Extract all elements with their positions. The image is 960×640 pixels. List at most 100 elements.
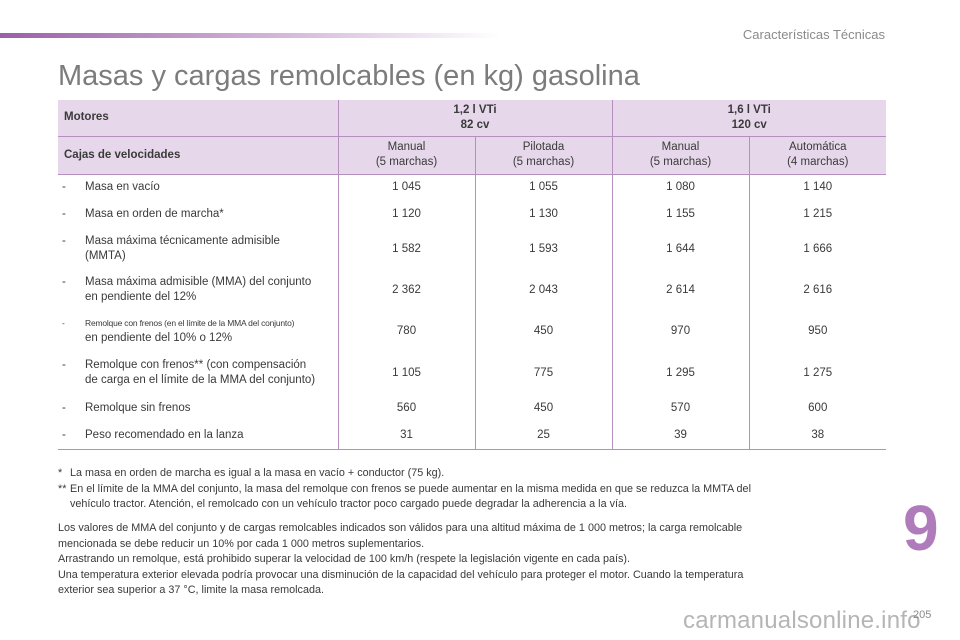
engine-2-name: 1,6 l VTi xyxy=(727,103,771,116)
footnote-1-mark: * xyxy=(58,467,63,479)
row-label: - Remolque sin frenos xyxy=(58,394,338,422)
engines-label: Motores xyxy=(58,100,338,137)
table-cell: 38 xyxy=(748,422,886,450)
gearbox-1-type: Manual xyxy=(387,141,426,153)
gearbox-4-type: Automática xyxy=(788,141,847,153)
gearbox-2-header: Pilotada (5 marchas) xyxy=(474,136,612,175)
table-cell: 1 080 xyxy=(611,174,749,200)
header-accent-bar xyxy=(0,33,500,38)
table-row: - Masa máxima admisible (MMA) del conjunt… xyxy=(58,270,886,310)
row-label-line1: Remolque sin frenos xyxy=(85,401,191,414)
table-cell: 1 055 xyxy=(474,174,612,200)
table-cell: 2 043 xyxy=(474,270,612,310)
weights-table: Motores 1,2 l VTi 82 cv 1,6 l VTi 120 cv… xyxy=(58,100,886,450)
page-title: Masas y cargas remolcables (en kg) gasol… xyxy=(58,60,640,92)
note-temperature: Una temperatura exterior elevada podría … xyxy=(58,568,888,599)
watermark: carmanualsonline.info xyxy=(683,607,921,634)
footnote-1: * La masa en orden de marcha es igual a … xyxy=(58,466,888,482)
engines-row: Motores 1,2 l VTi 82 cv 1,6 l VTi 120 cv xyxy=(58,100,886,137)
row-label-line2: en pendiente del 12% xyxy=(85,291,197,303)
engine-1-header: 1,2 l VTi 82 cv xyxy=(337,100,612,137)
table-cell: 560 xyxy=(337,394,475,422)
row-label: - Peso recomendado en la lanza xyxy=(58,422,338,450)
table-cell: 2 362 xyxy=(337,270,475,310)
table-cell: 1 593 xyxy=(474,228,612,270)
gearbox-3-gears: (5 marchas) xyxy=(649,156,712,168)
table-row: - Peso recomendado en la lanza 31 25 39 3… xyxy=(58,422,886,450)
gearbox-3-type: Manual xyxy=(661,141,700,153)
row-dash: - xyxy=(62,428,66,441)
table-cell: 950 xyxy=(748,310,886,352)
table-cell: 39 xyxy=(611,422,749,450)
table-row: - Remolque con frenos (en el límite de la… xyxy=(58,310,886,352)
chapter-title: Características Técnicas xyxy=(742,27,885,42)
table-cell: 2 614 xyxy=(611,270,749,310)
table-row: - Masa en orden de marcha* 1 120 1 130 1 … xyxy=(58,200,886,228)
row-dash: - xyxy=(62,359,66,371)
table-row: - Remolque con frenos** (con compensación… xyxy=(58,352,886,394)
table-row: - Masa en vacío 1 045 1 055 1 080 1 140 xyxy=(58,174,886,200)
row-label-line1: Remolque con frenos** (con compensación xyxy=(85,359,307,371)
row-label-line1: Masa en orden de marcha* xyxy=(85,207,224,220)
row-label-line2: en pendiente del 10% o 12% xyxy=(85,332,233,344)
row-dash: - xyxy=(62,207,66,220)
notes: Los valores de MMA del conjunto y de car… xyxy=(58,521,888,599)
table-cell: 1 045 xyxy=(337,174,475,200)
footnotes: * La masa en orden de marcha es igual a … xyxy=(58,466,888,513)
row-label-line1: Masa máxima técnicamente admisible xyxy=(85,235,280,247)
chapter-number: 9 xyxy=(903,492,939,564)
table-cell: 780 xyxy=(337,310,475,352)
row-dash: - xyxy=(62,180,66,193)
row-label-line2: (MMTA) xyxy=(85,250,126,262)
table-cell: 1 105 xyxy=(337,352,475,394)
table-cell: 25 xyxy=(474,422,612,450)
table-cell: 600 xyxy=(748,394,886,422)
row-label-line1: Masa en vacío xyxy=(85,180,160,193)
note-temperature-line1: Una temperatura exterior elevada podría … xyxy=(58,568,744,581)
table-cell: 1 666 xyxy=(748,228,886,270)
footnote-1-text: La masa en orden de marcha es igual a la… xyxy=(70,467,445,479)
table-cell: 1 644 xyxy=(611,228,749,270)
gearbox-label: Cajas de velocidades xyxy=(58,136,338,175)
table-row: - Masa máxima técnicamente admisible (MMTA… xyxy=(58,228,886,270)
table-cell: 570 xyxy=(611,394,749,422)
gearbox-1-header: Manual (5 marchas) xyxy=(337,136,475,175)
table-row: - Remolque sin frenos 560 450 570 600 xyxy=(58,394,886,422)
engine-1-name: 1,2 l VTi xyxy=(453,103,497,116)
table-cell: 1 130 xyxy=(474,200,612,228)
page-number: 205 xyxy=(913,609,932,621)
gearbox-1-gears: (5 marchas) xyxy=(375,156,438,168)
row-label: - Remolque con frenos** (con compensación… xyxy=(58,352,338,394)
note-altitude-line1: Los valores de MMA del conjunto y de car… xyxy=(58,522,743,534)
table-cell: 31 xyxy=(337,422,475,450)
note-temperature-line2: exterior sea superior a 37 °C, limite la… xyxy=(58,584,324,596)
row-dash: - xyxy=(62,401,66,414)
engine-1-power: 82 cv xyxy=(460,118,490,131)
table-cell: 775 xyxy=(474,352,612,394)
row-label-line1: Remolque con frenos (en el límite de la … xyxy=(85,318,295,328)
gearbox-4-gears: (4 marchas) xyxy=(787,156,849,168)
row-label: - Masa en orden de marcha* xyxy=(58,200,338,228)
footnote-2: ** En el límite de la MMA del conjunto, … xyxy=(58,482,888,513)
footnote-2-line1: En el límite de la MMA del conjunto, la … xyxy=(70,482,751,495)
table-cell: 450 xyxy=(474,394,612,422)
row-dash: - xyxy=(62,276,66,288)
footnote-2-mark: ** xyxy=(58,482,67,495)
table-cell: 1 140 xyxy=(748,174,886,200)
table-cell: 1 275 xyxy=(748,352,886,394)
engine-2-header: 1,6 l VTi 120 cv xyxy=(611,100,886,137)
row-dash: - xyxy=(62,318,65,328)
row-label: - Masa máxima admisible (MMA) del conjunt… xyxy=(58,270,338,310)
row-dash: - xyxy=(62,235,66,247)
footnote-2-line2: vehículo tractor. Atención, el remolcado… xyxy=(70,498,627,510)
gearbox-3-header: Manual (5 marchas) xyxy=(611,136,749,175)
table-cell: 2 616 xyxy=(748,270,886,310)
row-label-line1: Masa máxima admisible (MMA) del conjunto xyxy=(85,276,312,288)
gearbox-row: Cajas de velocidades Manual (5 marchas) P… xyxy=(58,136,886,175)
note-speed: Arrastrando un remolque, está prohibido … xyxy=(58,553,630,565)
row-label: - Masa máxima técnicamente admisible (MMTA… xyxy=(58,228,338,270)
note-altitude: Los valores de MMA del conjunto y de car… xyxy=(58,521,888,552)
row-label-line1: Peso recomendado en la lanza xyxy=(85,428,244,441)
table-cell: 1 120 xyxy=(337,200,475,228)
row-label: - Masa en vacío xyxy=(58,174,338,200)
